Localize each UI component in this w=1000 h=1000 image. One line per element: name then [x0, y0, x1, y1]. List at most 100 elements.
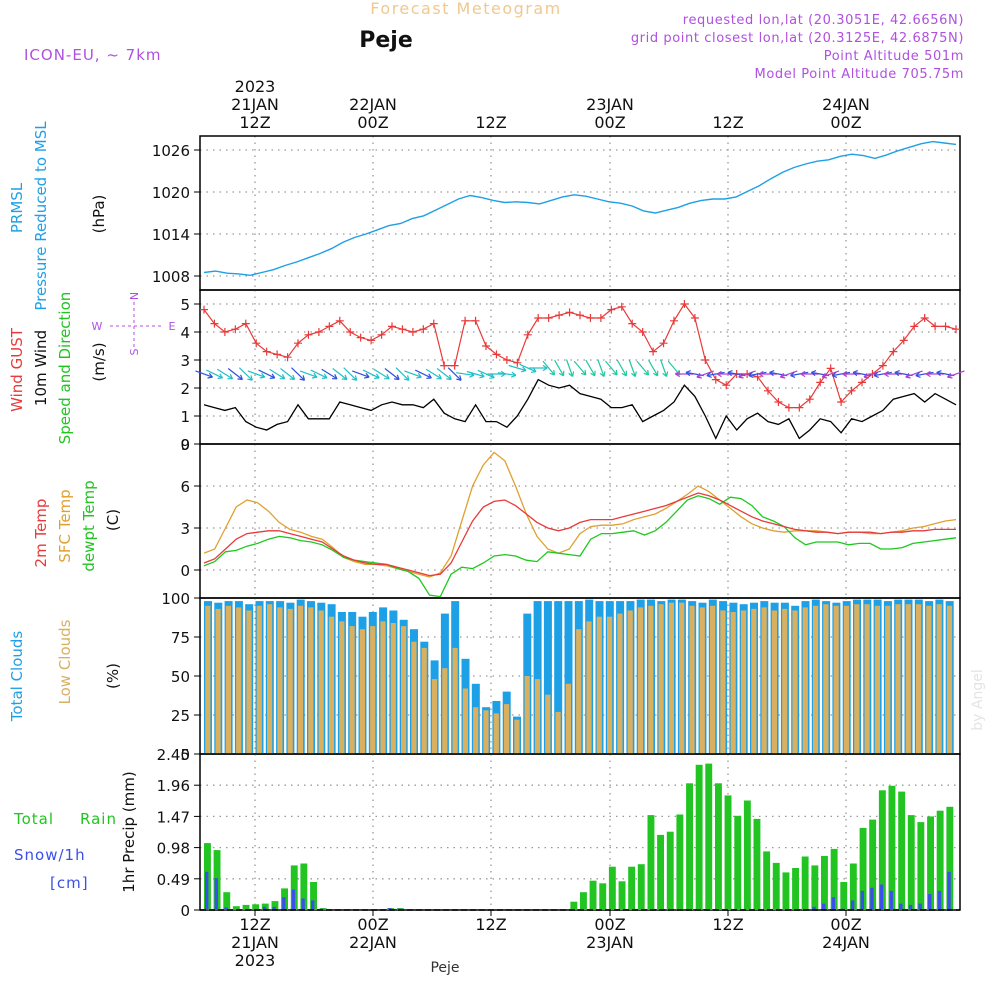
gust-marker	[356, 333, 365, 342]
rain-bar	[676, 814, 684, 910]
wind-direction-arrow	[585, 359, 596, 377]
wind-arrow-head	[227, 374, 234, 380]
rain-bar	[859, 827, 867, 910]
wind-arrow-head	[549, 369, 556, 376]
wind-arrow-head	[599, 371, 606, 377]
cloud-low-bar	[297, 605, 304, 754]
gust-marker	[408, 328, 417, 336]
gust-marker	[847, 386, 856, 395]
wind-arrow-head	[311, 372, 318, 379]
gust-marker	[586, 314, 595, 322]
gust-marker	[471, 316, 480, 325]
rain-bar	[570, 901, 578, 910]
temp-unit: (C)	[104, 509, 122, 531]
gust-marker	[210, 319, 219, 328]
wind-arrow-head	[662, 371, 669, 377]
wind-speed-line	[203, 378, 957, 440]
plot-area: 10081014102010260123450369025507510000.4…	[152, 135, 965, 920]
snow-bar	[831, 897, 835, 910]
cloud-low-bar	[637, 607, 644, 754]
rain-bar	[898, 791, 906, 910]
rain-bar	[310, 882, 317, 910]
cloud-low-bar	[215, 608, 221, 754]
wind-arrow-head	[716, 370, 722, 378]
wind-arrow-head	[706, 371, 712, 378]
snow-bar	[272, 906, 276, 910]
wind-direction-arrow	[628, 359, 636, 377]
gust-marker	[419, 325, 428, 334]
cloud-low-bar	[493, 713, 499, 754]
wind-direction-arrow	[362, 369, 380, 379]
cloud-low-bar	[421, 647, 427, 754]
wind-direction-arrow	[269, 368, 286, 380]
pressure-line	[203, 140, 957, 277]
temp-2m-label: 2m Temp	[32, 499, 50, 568]
gust-marker	[231, 325, 240, 334]
gust-marker	[784, 403, 793, 412]
gust-marker	[262, 347, 271, 356]
wind-direction-arrow	[542, 360, 555, 376]
credit: by Angel	[970, 669, 986, 730]
gust-marker	[555, 311, 564, 320]
temp-panel-labels: 2m Temp SFC Temp dewpt Temp (C)	[32, 480, 122, 571]
cloud-total-bar	[564, 601, 573, 754]
rain-bar	[271, 901, 279, 910]
grid-point-coords: grid point closest lon,lat (20.3125E, 42…	[631, 31, 964, 46]
cloud-low-bar	[761, 607, 767, 754]
gust-marker	[722, 381, 731, 390]
wind-arrow-head	[436, 374, 442, 380]
bottom-axis-line2: 21JAN	[231, 933, 279, 952]
clouds-low-label: Low Clouds	[56, 619, 74, 704]
cloud-low-bar	[524, 676, 530, 754]
clouds-tick-label: 100	[161, 590, 190, 608]
wind-arrow-head	[580, 369, 587, 376]
gust-marker	[429, 319, 438, 328]
wind-direction-arrow	[573, 360, 587, 376]
wind-direction-arrow	[497, 372, 516, 376]
clouds-total-label: Total Clouds	[8, 631, 26, 723]
top-axis-line1: 2023	[235, 77, 276, 96]
rain-bar	[801, 856, 809, 910]
footer-station: Peje	[430, 960, 459, 976]
cloud-low-bar	[431, 679, 438, 754]
wind-tick-label: 2	[180, 380, 190, 398]
wind-tick-label: 3	[180, 352, 190, 370]
cloud-low-bar	[689, 605, 695, 754]
cloud-low-bar	[370, 626, 376, 754]
gust-marker	[858, 378, 866, 387]
clouds-panel: 0 25 50 75 100	[161, 590, 961, 764]
wind-arrow-head	[643, 369, 650, 376]
wind-arrow-head	[758, 370, 764, 378]
wind-tick-label: 5	[180, 296, 190, 314]
snow-bar	[205, 871, 209, 910]
wind-direction-arrow	[238, 367, 253, 381]
snow-bar	[879, 884, 884, 910]
gust-marker	[252, 339, 261, 348]
meteogram-title: Forecast Meteogram	[370, 0, 561, 18]
cloud-low-bar	[926, 605, 932, 754]
cloud-low-bar	[905, 604, 911, 754]
wind-arrow-head	[568, 371, 575, 377]
wind-direction-arrow	[280, 368, 295, 380]
wind-direction-arrow	[706, 371, 725, 377]
cloud-low-bar	[885, 605, 891, 754]
gust-marker	[367, 336, 376, 345]
precip-rain-label: Rain	[80, 810, 117, 828]
pressure-unit: (hPa)	[90, 195, 108, 234]
cloud-low-bar	[627, 610, 633, 754]
bottom-axis-line1: 00Z	[594, 915, 625, 934]
gust-marker	[523, 330, 532, 339]
wind-arrow-head	[883, 370, 889, 378]
bottom-axis-line1: 12Z	[475, 915, 506, 934]
wind-direction-arrow	[605, 360, 618, 376]
wind-direction-arrow	[299, 370, 318, 378]
wind-10m-label: 10m Wind	[32, 330, 50, 406]
rain-bar	[753, 818, 761, 910]
top-axis-line3: 00Z	[594, 113, 625, 132]
cloud-low-bar	[648, 605, 654, 754]
rain-bar	[772, 862, 780, 910]
pressure-panel-labels: PRMSL Pressure Reduced to MSL (hPa)	[8, 121, 108, 311]
gust-marker	[492, 350, 501, 359]
wind-arrow-head	[652, 370, 659, 377]
top-axis-line3: 12Z	[475, 113, 506, 132]
